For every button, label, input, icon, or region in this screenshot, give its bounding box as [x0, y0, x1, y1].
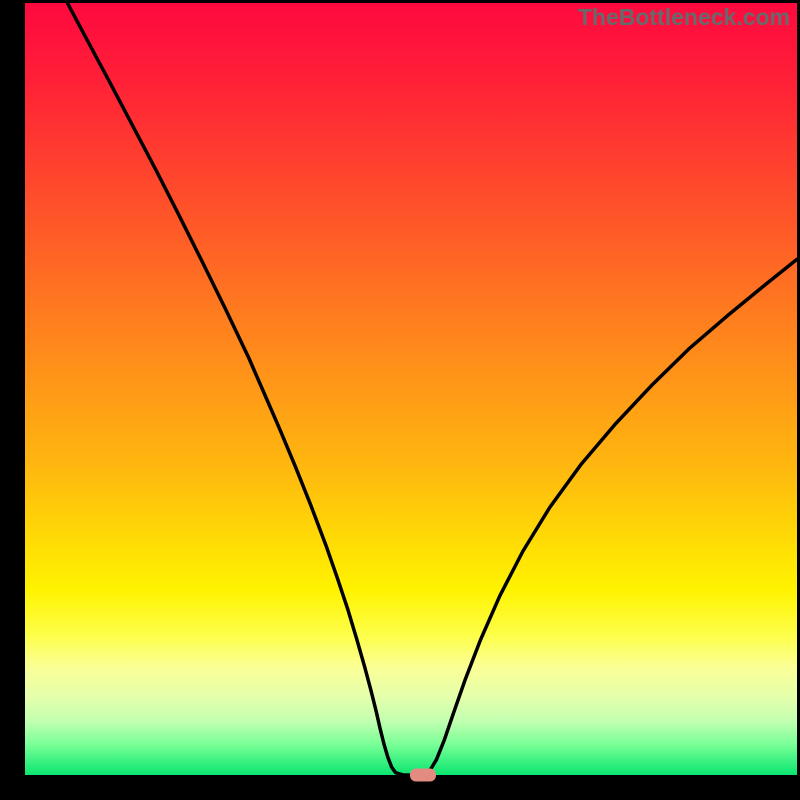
- watermark-text: TheBottleneck.com: [578, 4, 790, 31]
- chart-frame: TheBottleneck.com: [0, 0, 800, 800]
- bottleneck-curve: [0, 0, 800, 800]
- optimum-marker: [410, 769, 436, 782]
